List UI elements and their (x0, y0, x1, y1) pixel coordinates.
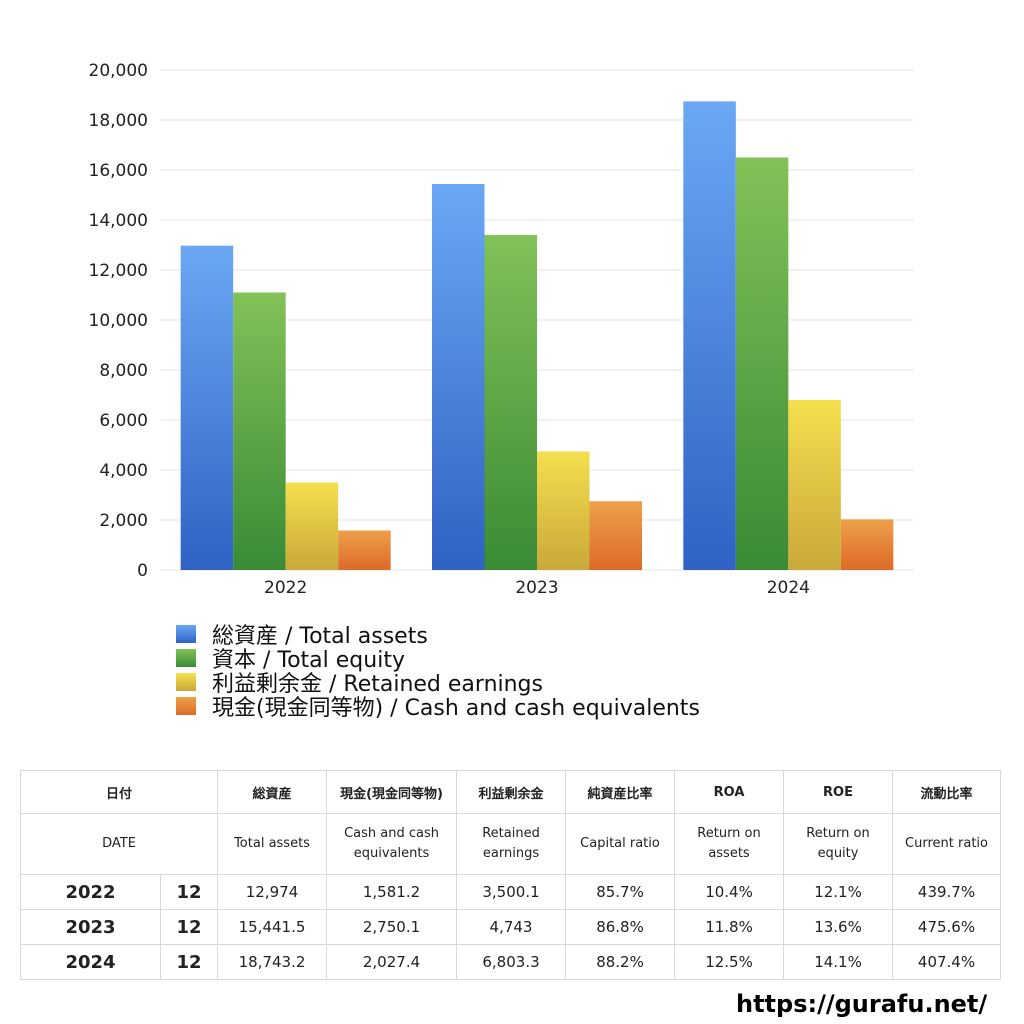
cell-total-assets: 12,974 (217, 874, 328, 910)
cell-total-assets: 18,743.2 (217, 944, 328, 980)
y-tick-label: 4,000 (99, 461, 148, 481)
cell-current-ratio: 407.4% (892, 944, 1002, 980)
header-roa-en: Return on assets (674, 813, 785, 875)
bar (432, 183, 485, 570)
cell-roe: 14.1% (783, 944, 894, 980)
header-roe-en-text: Return on equity (806, 826, 870, 861)
header-cash-en-text: Cash and cash equivalents (344, 826, 439, 861)
y-tick-label: 6,000 (99, 411, 148, 431)
x-tick-label: 2022 (264, 578, 307, 598)
cell-roe: 12.1% (783, 874, 894, 910)
bar (537, 451, 590, 570)
bar (840, 519, 894, 570)
cell-current-ratio: 439.7% (892, 874, 1002, 910)
financial-table: 日付 総資産 現金(現金同等物) 利益剰余金 純資産比率 ROA ROE 流動比… (19, 770, 1002, 980)
source-url[interactable]: https://gurafu.net/ (736, 990, 988, 1018)
cell-retained: 6,803.3 (456, 944, 567, 980)
cell-capital-ratio: 86.8% (565, 909, 676, 945)
header-current-ratio-jp: 流動比率 (892, 770, 1002, 814)
header-cash-jp: 現金(現金同等物) (326, 770, 458, 814)
y-tick-label: 16,000 (89, 161, 148, 181)
y-tick-label: 2,000 (99, 511, 148, 531)
legend-item-cash: 現金(現金同等物) / Cash and cash equivalents (176, 694, 700, 721)
bar (683, 101, 736, 571)
y-tick-label: 20,000 (89, 61, 148, 81)
header-total-assets-en: Total assets (217, 813, 328, 875)
legend-swatch-cash (176, 697, 196, 715)
bar-chart: 0 2,000 4,000 6,000 8,000 10,000 12,000 14,000 1… (89, 61, 914, 598)
legend-label: 総資産 / Total assets (212, 624, 428, 649)
table-row: 2022 12 12,974 1,581.2 3,500.1 85.7% 10.… (20, 874, 1002, 910)
header-retained-en-text: Retained earnings (482, 826, 540, 861)
cell-capital-ratio: 88.2% (565, 944, 676, 980)
legend-label: 現金(現金同等物) / Cash and cash equivalents (212, 696, 700, 721)
bar (338, 530, 391, 570)
bar (180, 245, 234, 570)
y-tick-label: 8,000 (99, 361, 148, 381)
y-tick-label: 12,000 (89, 261, 148, 281)
bar (285, 482, 339, 570)
cell-retained: 3,500.1 (456, 874, 567, 910)
row-month: 12 (159, 909, 219, 945)
header-retained-en: Retained earnings (456, 813, 567, 875)
cell-current-ratio: 475.6% (892, 909, 1002, 945)
legend-swatch-total-assets (176, 625, 196, 643)
legend-item-retained-earnings: 利益剰余金 / Retained earnings (176, 670, 700, 697)
cell-cash: 2,750.1 (326, 909, 458, 945)
y-tick-label: 14,000 (89, 211, 148, 231)
table-row: 2023 12 15,441.5 2,750.1 4,743 86.8% 11.… (20, 909, 1002, 945)
legend-item-total-equity: 資本 / Total equity (176, 646, 700, 673)
cell-roa: 11.8% (674, 909, 785, 945)
bar (233, 292, 286, 570)
bar (735, 157, 789, 570)
x-tick-label: 2023 (515, 578, 558, 598)
cell-retained: 4,743 (456, 909, 567, 945)
legend-swatch-retained-earnings (176, 673, 196, 691)
header-total-assets-jp: 総資産 (217, 770, 328, 814)
header-date-en: DATE (19, 813, 219, 875)
row-month: 12 (159, 944, 219, 980)
table-header-jp: 日付 総資産 現金(現金同等物) 利益剰余金 純資産比率 ROA ROE 流動比… (19, 770, 1002, 814)
bar (788, 399, 841, 570)
table-row: 2024 12 18,743.2 2,027.4 6,803.3 88.2% 1… (20, 944, 1002, 980)
header-roa-en-text: Return on assets (697, 826, 761, 861)
y-tick-label: 10,000 (89, 311, 148, 331)
header-retained-jp: 利益剰余金 (456, 770, 567, 814)
legend-item-total-assets: 総資産 / Total assets (176, 622, 700, 649)
cell-roe: 13.6% (783, 909, 894, 945)
bar (589, 501, 642, 570)
row-month: 12 (159, 874, 219, 910)
cell-cash: 2,027.4 (326, 944, 458, 980)
header-roe-jp: ROE (783, 770, 894, 814)
x-tick-label: 2024 (767, 578, 810, 598)
row-year: 2022 (20, 874, 161, 910)
legend-label: 利益剰余金 / Retained earnings (212, 672, 543, 697)
cell-capital-ratio: 85.7% (565, 874, 676, 910)
cell-roa: 12.5% (674, 944, 785, 980)
y-tick-label: 0 (137, 561, 148, 581)
header-roe-en: Return on equity (783, 813, 894, 875)
header-current-ratio-en: Current ratio (892, 813, 1002, 875)
header-cash-en: Cash and cash equivalents (326, 813, 458, 875)
header-date-jp: 日付 (19, 770, 219, 814)
chart-legend: 総資産 / Total assets 資本 / Total equity 利益剰… (176, 622, 700, 721)
bar (484, 235, 537, 570)
header-capital-ratio-jp: 純資産比率 (565, 770, 676, 814)
table-header-en: DATE Total assets Cash and cash equivale… (19, 813, 1002, 875)
y-tick-label: 18,000 (89, 111, 148, 131)
header-capital-ratio-en: Capital ratio (565, 813, 676, 875)
legend-label: 資本 / Total equity (212, 648, 405, 673)
legend-swatch-total-equity (176, 649, 196, 667)
cell-roa: 10.4% (674, 874, 785, 910)
row-year: 2023 (20, 909, 161, 945)
cell-total-assets: 15,441.5 (217, 909, 328, 945)
cell-cash: 1,581.2 (326, 874, 458, 910)
row-year: 2024 (20, 944, 161, 980)
header-roa-jp: ROA (674, 770, 785, 814)
